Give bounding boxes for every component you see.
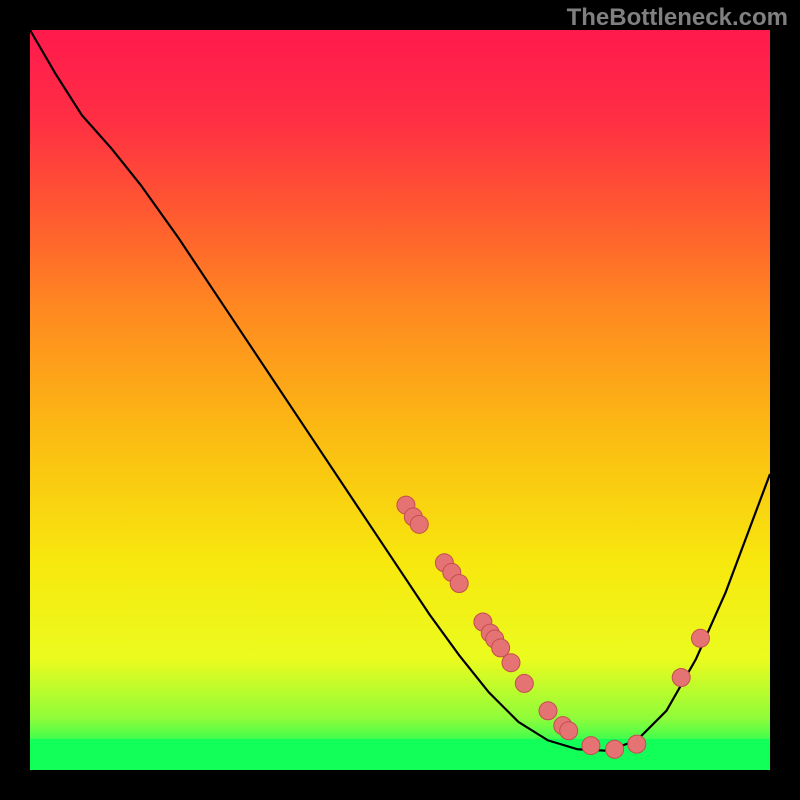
plot-area — [30, 30, 770, 770]
curve-marker — [691, 629, 709, 647]
curve-marker — [560, 722, 578, 740]
curve-marker — [502, 654, 520, 672]
chart-outer: TheBottleneck.com — [0, 0, 800, 800]
gradient-background — [30, 30, 770, 770]
curve-marker — [606, 740, 624, 758]
curve-marker — [450, 575, 468, 593]
curve-marker — [515, 674, 533, 692]
curve-marker — [582, 737, 600, 755]
chart-svg — [30, 30, 770, 770]
green-band — [30, 739, 770, 770]
curve-marker — [672, 669, 690, 687]
watermark-label: TheBottleneck.com — [567, 4, 788, 32]
curve-marker — [539, 702, 557, 720]
curve-marker — [410, 515, 428, 533]
curve-marker — [628, 735, 646, 753]
